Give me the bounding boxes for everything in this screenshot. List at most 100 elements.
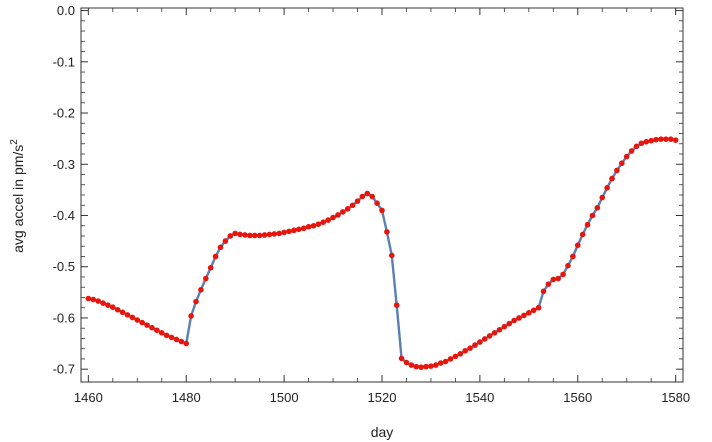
data-points [85,136,679,370]
data-point [207,264,214,271]
data-point [295,226,302,233]
data-point [158,330,165,336]
data-point [114,306,121,313]
data-point [658,136,664,142]
data-point [506,320,513,327]
data-point [472,342,478,348]
x-tick-label: 1560 [563,390,592,405]
data-point [388,252,395,259]
data-point [222,238,229,244]
data-point [540,288,547,295]
data-point [139,319,145,326]
data-point [604,185,610,191]
data-point [384,229,390,235]
data-point [330,214,336,221]
data-point [198,286,204,293]
y-tick-label: -0.1 [53,54,75,69]
data-point [477,339,483,345]
data-point [291,227,297,234]
data-point [496,326,503,333]
y-tick-labels: 0.0 -0.1 -0.2 -0.3 -0.4 -0.5 -0.6 -0.7 [53,3,75,377]
data-point [467,345,473,351]
data-point [418,364,424,370]
data-point [481,336,488,342]
data-point [570,253,576,260]
data-point [344,206,351,212]
data-point [300,225,307,232]
data-point [379,207,385,214]
data-point [124,312,131,318]
data-point [579,231,586,238]
data-point [599,194,606,201]
data-point [574,242,581,249]
y-tick-label: -0.4 [53,208,75,223]
data-point [398,355,405,362]
data-point [305,223,312,230]
data-point [163,332,170,339]
data-point [530,307,537,314]
data-point [663,136,669,142]
data-point [667,136,674,142]
data-point [173,336,180,343]
data-point [584,221,591,228]
x-tick-label: 1580 [661,390,690,405]
data-point [619,160,625,167]
data-point [315,221,322,228]
data-point [129,314,136,321]
data-point [188,313,194,319]
data-point [550,276,557,283]
data-point [643,138,650,145]
data-point [110,304,116,311]
data-point [628,148,635,154]
data-point [203,275,209,282]
y-axis-title-superscript: 2 [9,139,20,145]
data-point [653,136,659,143]
data-point [486,333,493,339]
data-point [349,202,356,209]
data-point [247,232,253,239]
data-point [521,312,527,319]
data-point [95,298,101,304]
data-point [144,322,150,328]
data-point [286,228,292,235]
data-point [335,212,341,218]
y-tick-label: -0.5 [53,259,75,274]
data-point [633,143,640,150]
data-point [511,317,517,324]
plot-frame [80,7,684,383]
data-point [447,356,454,362]
x-tick-labels: 1460 1480 1500 1520 1540 1560 1580 [74,390,690,405]
data-point [105,302,111,308]
data-point [256,232,263,239]
data-point [457,351,464,357]
data-point [535,304,542,311]
data-point [183,340,190,347]
data-point [589,212,596,219]
series-line [88,137,676,369]
y-axis-title-main: avg accel in pm/s [10,145,26,253]
data-point [442,358,449,365]
y-tick-label: -0.6 [53,310,75,325]
data-point [232,230,238,237]
x-tick-label: 1500 [270,390,299,405]
data-point [638,140,645,147]
data-point [354,198,361,204]
data-point [374,200,380,206]
data-point [408,362,415,368]
data-point [281,229,287,236]
data-point [452,353,459,360]
data-point [266,231,273,238]
data-point [154,327,160,334]
data-point [555,275,561,282]
data-point [413,363,420,370]
data-point [310,222,317,229]
data-point [364,190,371,197]
data-point [359,193,366,200]
x-tick-label: 1520 [368,390,397,405]
data-point [423,363,429,370]
data-point [491,330,498,336]
x-axis-title: day [371,424,394,440]
data-point [393,302,400,308]
data-point [100,300,106,306]
data-point [648,137,654,144]
